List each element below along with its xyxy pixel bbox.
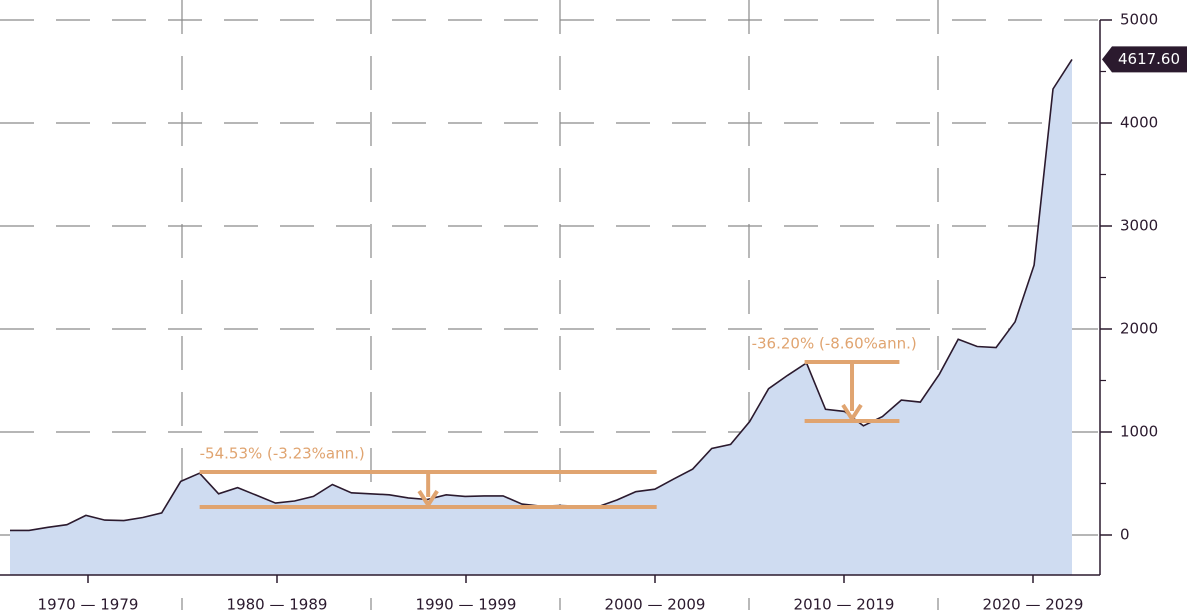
drawdown-arrowhead (417, 489, 439, 509)
x-tick-label: 1970 — 1979 (38, 596, 139, 614)
x-tick-label: 2010 — 2019 (794, 596, 895, 614)
drawdown-arrowhead (841, 403, 863, 423)
x-tick-label: 1990 — 1999 (416, 596, 517, 614)
last-value-label: 4617.60 (1118, 50, 1180, 68)
annotation-label: -36.20% (-8.60%ann.) (752, 334, 917, 352)
y-tick-label: 2000 (1120, 320, 1158, 338)
annotation-label: -54.53% (-3.23%ann.) (200, 444, 365, 462)
x-tick-label: 1980 — 1989 (227, 596, 328, 614)
y-tick-label: 4000 (1120, 114, 1158, 132)
last-value-box (1102, 46, 1187, 73)
y-tick-label: 3000 (1120, 217, 1158, 235)
x-tick-label: 2000 — 2009 (605, 596, 706, 614)
y-tick-label: 0 (1120, 526, 1130, 544)
y-tick-label: 5000 (1120, 11, 1158, 29)
area (10, 59, 1072, 575)
y-tick-label: 1000 (1120, 423, 1158, 441)
x-tick-label: 2020 — 2029 (983, 596, 1084, 614)
